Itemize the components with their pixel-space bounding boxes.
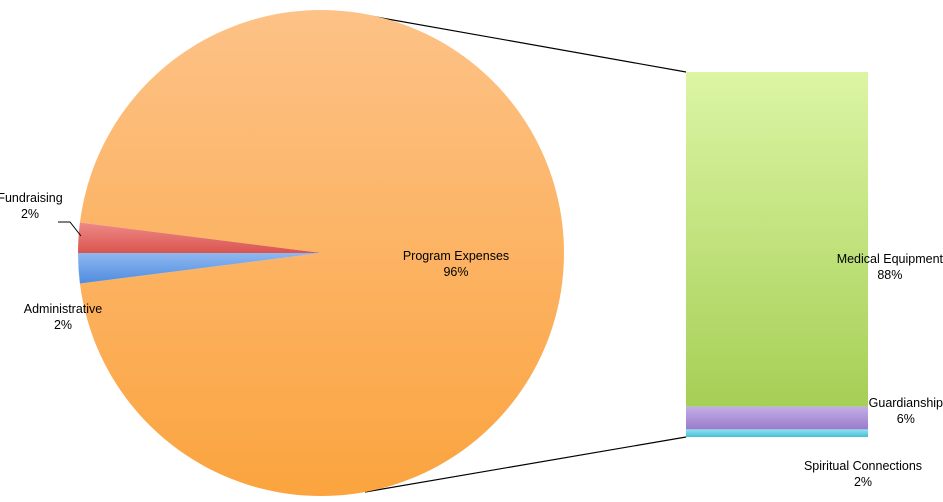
administrative-value: 2% — [53, 318, 73, 332]
bar-segment-medical-equipment — [686, 72, 868, 407]
guardianship-label: Guardianship 6% — [869, 395, 943, 427]
pie-slice-fundraising — [78, 222, 321, 253]
guardianship-name: Guardianship — [868, 396, 943, 410]
program-expenses-value: 96% — [443, 265, 469, 279]
spiritual-connections-label: Spiritual Connections 2% — [804, 458, 922, 490]
medical-equipment-value: 88% — [877, 268, 903, 282]
fundraising-name: Fundraising — [0, 191, 63, 205]
bar-segment-guardianship — [686, 406, 868, 430]
medical-equipment-name: Medical Equipment — [836, 252, 943, 266]
administrative-label: Administrative 2% — [24, 301, 103, 333]
fundraising-value: 2% — [20, 207, 40, 221]
connector-line-top — [364, 14, 687, 73]
program-expenses-name: Program Expenses — [402, 249, 510, 263]
bar-segment-spiritual-connections — [686, 429, 868, 437]
medical-equipment-label: Medical Equipment 88% — [837, 251, 943, 283]
fundraising-leader-line — [58, 221, 82, 237]
spiritual-connections-value: 2% — [853, 475, 873, 489]
program-expenses-label: Program Expenses 96% — [403, 248, 509, 280]
administrative-name: Administrative — [23, 302, 103, 316]
fundraising-label: Fundraising 2% — [0, 190, 63, 222]
pie-slice-administrative — [78, 253, 321, 284]
guardianship-value: 6% — [896, 412, 915, 426]
connector-line-bottom — [364, 436, 687, 493]
pie-slice-program-expenses — [79, 9, 565, 497]
spiritual-connections-name: Spiritual Connections — [803, 459, 923, 473]
